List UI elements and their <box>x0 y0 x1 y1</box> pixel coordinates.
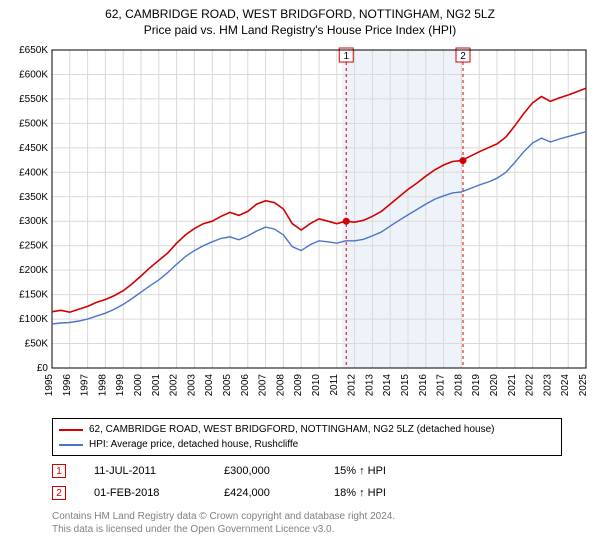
svg-text:2019: 2019 <box>471 374 482 397</box>
svg-text:2016: 2016 <box>418 374 429 397</box>
svg-text:£350K: £350K <box>19 192 48 203</box>
sale-price: £300,000 <box>224 465 334 477</box>
svg-text:2010: 2010 <box>311 374 322 397</box>
legend-row: 62, CAMBRIDGE ROAD, WEST BRIDGFORD, NOTT… <box>59 422 555 437</box>
svg-text:2017: 2017 <box>436 374 447 397</box>
svg-text:2002: 2002 <box>169 374 180 397</box>
footer-line: This data is licensed under the Open Gov… <box>52 523 562 536</box>
svg-text:2006: 2006 <box>240 374 251 397</box>
title-subtitle: Price paid vs. HM Land Registry's House … <box>0 22 600 38</box>
svg-text:2024: 2024 <box>560 374 571 397</box>
title-address: 62, CAMBRIDGE ROAD, WEST BRIDGFORD, NOTT… <box>0 6 600 22</box>
legend: 62, CAMBRIDGE ROAD, WEST BRIDGFORD, NOTT… <box>52 418 562 456</box>
svg-text:2025: 2025 <box>578 374 589 397</box>
chart-svg: 1 2 £0 £50K £100K £150K £200K £250K £300K £350K £4… <box>0 44 600 412</box>
svg-text:2011: 2011 <box>329 374 340 396</box>
svg-text:1999: 1999 <box>115 374 126 397</box>
svg-text:2018: 2018 <box>453 374 464 397</box>
svg-text:£0: £0 <box>37 363 49 374</box>
svg-text:£300K: £300K <box>19 216 48 227</box>
svg-text:£500K: £500K <box>19 118 48 129</box>
footer-line: Contains HM Land Registry data © Crown c… <box>52 510 562 523</box>
svg-text:2004: 2004 <box>204 374 215 397</box>
svg-text:£550K: £550K <box>19 94 48 105</box>
svg-text:£100K: £100K <box>19 314 48 325</box>
svg-text:2009: 2009 <box>293 374 304 397</box>
svg-text:2005: 2005 <box>222 374 233 397</box>
sale-date: 11-JUL-2011 <box>94 465 224 477</box>
svg-text:2023: 2023 <box>542 374 553 397</box>
svg-text:2012: 2012 <box>347 374 358 397</box>
svg-text:2015: 2015 <box>400 374 411 397</box>
svg-text:£150K: £150K <box>19 290 48 301</box>
legend-row: HPI: Average price, detached house, Rush… <box>59 437 555 452</box>
page: 62, CAMBRIDGE ROAD, WEST BRIDGFORD, NOTT… <box>0 0 600 560</box>
svg-text:£250K: £250K <box>19 241 48 252</box>
svg-text:2014: 2014 <box>382 374 393 397</box>
legend-label: HPI: Average price, detached house, Rush… <box>89 439 298 450</box>
sales-table: 1 11-JUL-2011 £300,000 15% ↑ HPI 2 01-FE… <box>52 460 562 504</box>
svg-text:2003: 2003 <box>186 374 197 397</box>
sale-price: £424,000 <box>224 487 334 499</box>
svg-text:2000: 2000 <box>133 374 144 397</box>
svg-text:2021: 2021 <box>507 374 518 397</box>
svg-text:1: 1 <box>343 51 349 62</box>
legend-swatch <box>59 429 83 431</box>
svg-text:£50K: £50K <box>25 339 49 350</box>
svg-text:£650K: £650K <box>19 45 48 56</box>
svg-text:2022: 2022 <box>525 374 536 397</box>
sale-pct: 15% ↑ HPI <box>334 465 444 477</box>
legend-swatch <box>59 444 83 446</box>
sale-pct: 18% ↑ HPI <box>334 487 444 499</box>
svg-text:£600K: £600K <box>19 69 48 80</box>
svg-text:2: 2 <box>460 51 466 62</box>
legend-label: 62, CAMBRIDGE ROAD, WEST BRIDGFORD, NOTT… <box>89 424 494 435</box>
svg-text:1997: 1997 <box>80 374 91 397</box>
svg-text:£400K: £400K <box>19 167 48 178</box>
svg-text:£200K: £200K <box>19 265 48 276</box>
chart: 1 2 £0 £50K £100K £150K £200K £250K £300K £350K £4… <box>0 44 600 412</box>
svg-text:2020: 2020 <box>489 374 500 397</box>
svg-text:1995: 1995 <box>44 374 55 397</box>
title-block: 62, CAMBRIDGE ROAD, WEST BRIDGFORD, NOTT… <box>0 0 600 38</box>
svg-text:£450K: £450K <box>19 143 48 154</box>
svg-text:1998: 1998 <box>97 374 108 397</box>
sale-row: 1 11-JUL-2011 £300,000 15% ↑ HPI <box>52 460 562 482</box>
svg-text:2007: 2007 <box>258 374 269 397</box>
footer: Contains HM Land Registry data © Crown c… <box>52 510 562 536</box>
svg-text:2013: 2013 <box>364 374 375 397</box>
sale-badge: 1 <box>52 464 66 478</box>
svg-text:2001: 2001 <box>151 374 162 397</box>
sale-badge: 2 <box>52 486 66 500</box>
sale-date: 01-FEB-2018 <box>94 487 224 499</box>
svg-text:2008: 2008 <box>275 374 286 397</box>
svg-text:1996: 1996 <box>62 374 73 397</box>
sale-row: 2 01-FEB-2018 £424,000 18% ↑ HPI <box>52 482 562 504</box>
